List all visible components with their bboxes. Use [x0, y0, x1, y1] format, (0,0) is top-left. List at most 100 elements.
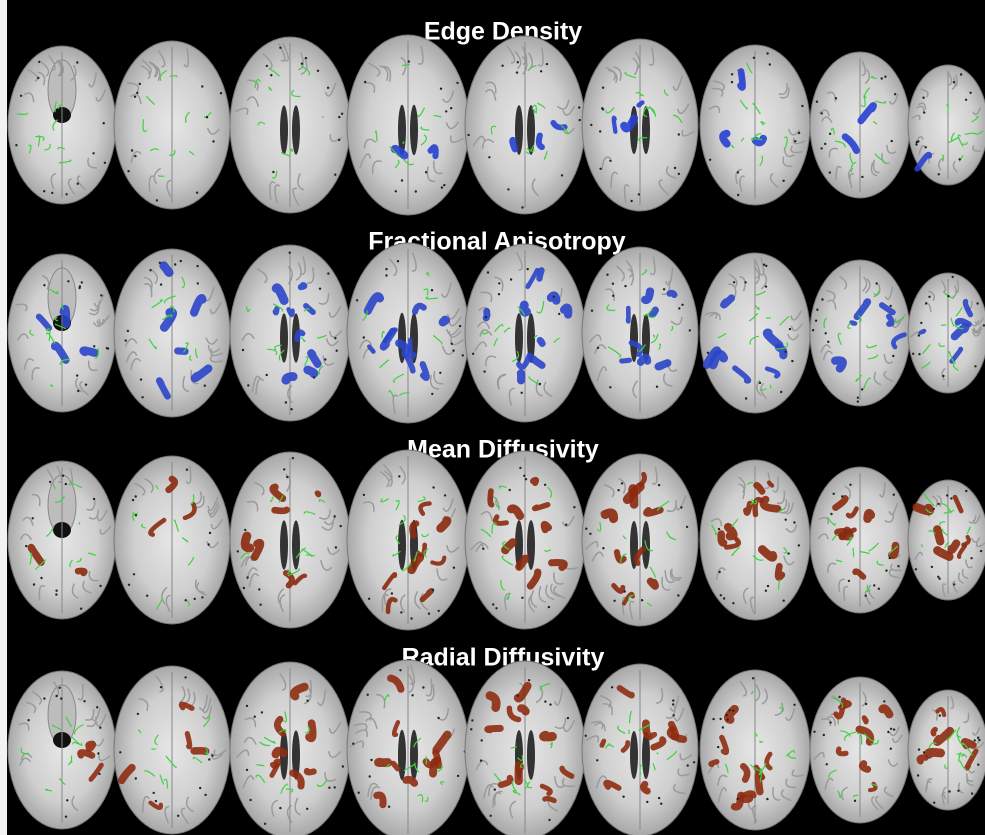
- skeleton-line: [952, 361, 959, 372]
- ventricle: [630, 313, 638, 363]
- gyrus-fold: [553, 585, 566, 600]
- gyrus-fold: [479, 329, 493, 337]
- speckle: [55, 694, 58, 698]
- speckle: [782, 599, 785, 602]
- gyrus-fold: [67, 178, 76, 195]
- skeleton-line: [155, 485, 159, 490]
- skeleton-line: [749, 335, 760, 345]
- speckle: [177, 814, 180, 817]
- skeleton-line: [754, 133, 762, 140]
- overlay-blob: [165, 475, 179, 494]
- gyrus-fold: [318, 292, 330, 305]
- speckle: [892, 493, 895, 496]
- gyrus-fold: [320, 559, 333, 571]
- overlay-blob: [373, 791, 387, 809]
- speckle: [366, 693, 369, 696]
- speckle: [136, 91, 139, 95]
- speckle: [860, 388, 864, 391]
- speckle: [764, 589, 768, 592]
- skeleton-line: [752, 555, 764, 561]
- gyrus-fold: [359, 711, 372, 721]
- skeleton-line: [543, 151, 548, 160]
- overlay-blob: [719, 734, 730, 756]
- skeleton-line: [517, 754, 524, 761]
- gyrus-fold: [651, 466, 658, 485]
- overlay-blob: [516, 352, 533, 370]
- speckle: [692, 761, 696, 764]
- gyrus-fold: [588, 334, 602, 344]
- gyrus-fold: [779, 87, 790, 99]
- speckle: [820, 112, 823, 115]
- skeleton-line: [501, 555, 514, 566]
- overlay-blob: [719, 129, 731, 148]
- skeleton-line: [775, 342, 789, 350]
- brain-slice: [229, 451, 351, 629]
- gyrus-fold: [871, 795, 879, 811]
- speckle: [725, 713, 728, 717]
- skeleton-line: [956, 734, 964, 746]
- gyrus-fold: [862, 276, 868, 292]
- speckle: [824, 142, 827, 146]
- skeleton-line: [853, 794, 859, 798]
- gyrus-fold: [596, 366, 608, 382]
- gyrus-fold: [149, 267, 159, 285]
- gyrus-fold: [292, 187, 300, 207]
- brain-slice: [581, 453, 699, 627]
- gyrus-fold: [207, 501, 219, 516]
- speckle: [523, 474, 526, 477]
- speckle: [617, 489, 620, 492]
- gyrus-fold: [629, 600, 635, 620]
- speckle: [445, 110, 448, 113]
- skeleton-line: [544, 549, 552, 552]
- speckle: [205, 116, 209, 119]
- gyrus-fold: [485, 81, 497, 94]
- gyrus-fold: [749, 596, 755, 615]
- overlay-blob: [513, 681, 532, 703]
- speckle: [498, 282, 501, 285]
- gyrus-fold: [715, 567, 727, 580]
- overlay-blob: [950, 322, 970, 341]
- gyrus-fold: [755, 684, 761, 702]
- overlay-blob: [286, 307, 295, 318]
- speckle: [333, 786, 336, 789]
- skeleton-line: [268, 86, 273, 92]
- skeleton-line: [387, 390, 394, 398]
- speckle: [864, 594, 867, 597]
- gyrus-fold: [874, 795, 884, 810]
- gyrus-fold: [617, 477, 626, 494]
- speckle: [787, 552, 790, 555]
- skeleton-line: [270, 496, 274, 503]
- skeleton-line: [857, 732, 863, 745]
- gyrus-fold: [445, 327, 460, 336]
- gyrus-fold: [679, 753, 693, 761]
- speckle: [259, 603, 262, 606]
- skeleton-line: [955, 306, 963, 317]
- gyrus-fold: [931, 495, 939, 508]
- skeleton-line: [285, 788, 294, 793]
- skeleton-line: [402, 158, 415, 166]
- gyrus-fold: [615, 265, 625, 282]
- skeleton-line: [401, 562, 412, 572]
- brain-slice: [907, 689, 985, 811]
- speckle: [601, 86, 605, 89]
- speckle: [300, 62, 304, 65]
- skeleton-line: [59, 358, 70, 366]
- overlay-blob: [717, 530, 728, 547]
- skeleton-line: [525, 151, 529, 155]
- skeleton-line: [421, 533, 430, 538]
- gyrus-fold: [15, 303, 28, 312]
- ventricle: [642, 730, 650, 780]
- overlay-blob: [654, 359, 672, 371]
- gyrus-fold: [130, 150, 142, 164]
- gyrus-fold: [972, 325, 983, 332]
- speckle: [483, 370, 486, 373]
- gyrus-fold: [917, 102, 927, 110]
- overlay-blob: [382, 327, 398, 344]
- brain-slice: [464, 35, 586, 215]
- skeleton-line: [240, 552, 250, 559]
- gyrus-fold: [328, 721, 342, 734]
- overlay-blob: [240, 531, 255, 553]
- speckle: [43, 190, 46, 193]
- gyrus-fold: [779, 502, 790, 514]
- speckle: [793, 703, 796, 706]
